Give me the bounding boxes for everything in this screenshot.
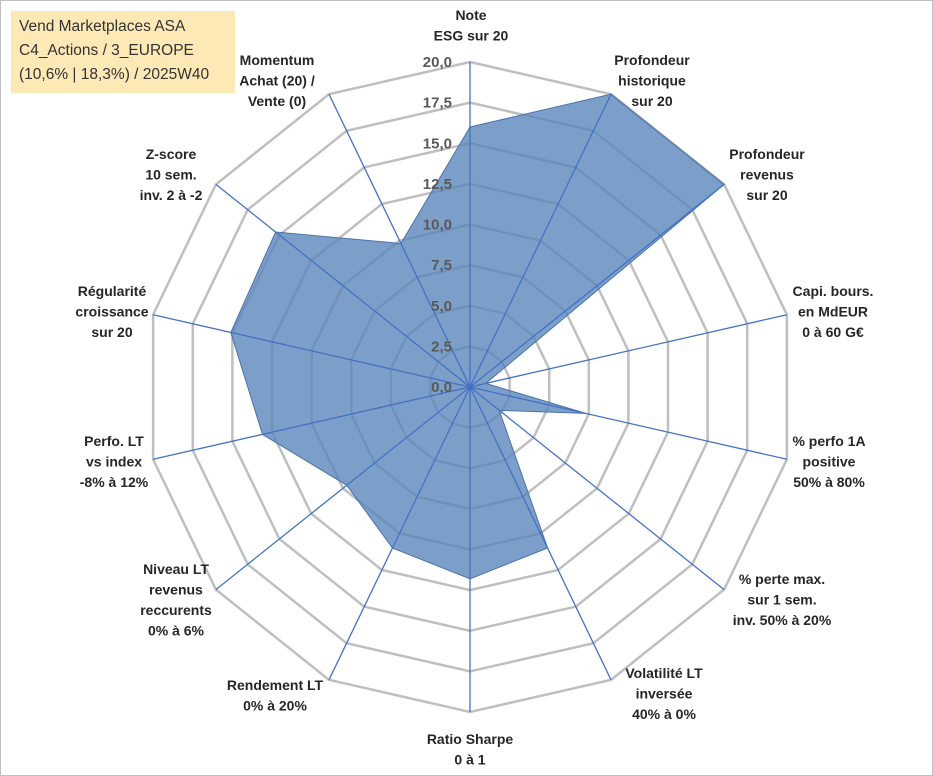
tick-label-5: 12,5 (423, 176, 452, 193)
axis-label-0: Note ESG sur 20 (434, 7, 509, 44)
axis-label-8: Rendement LT 0% à 20% (227, 677, 324, 714)
axis-label-3: Capi. bours. en MdEUR 0 à 60 G€ (793, 283, 874, 340)
axis-spoke-4 (469, 386, 788, 460)
tick-label-4: 10,0 (423, 217, 452, 234)
data-series-area (230, 93, 725, 580)
title-category: C4_Actions / 3_EUROPE (19, 42, 194, 59)
axis-spoke-12 (215, 183, 471, 388)
axis-spoke-1 (469, 93, 612, 388)
axis-label-10: Perfo. LT vs index -8% à 12% (80, 433, 149, 490)
axis-label-1: Profondeur historique sur 20 (614, 52, 690, 109)
tick-label-2: 5,0 (431, 298, 452, 315)
tick-label-7: 17,5 (423, 95, 452, 112)
tick-label-6: 15,0 (423, 135, 452, 152)
axis-spoke-6 (469, 386, 612, 681)
axis-spoke-13 (328, 93, 471, 388)
axis-label-6: Volatilité LT inversée 40% à 0% (625, 665, 703, 722)
axis-label-12: Z-score 10 sem. inv. 2 à -2 (140, 146, 203, 203)
axis-spoke-11 (152, 314, 471, 388)
axis-label-13: Momentum Achat (20) / Vente (0) (239, 52, 315, 109)
axis-label-2: Profondeur revenus sur 20 (729, 146, 805, 203)
tick-label-1: 2,5 (431, 338, 452, 355)
tick-label-0: 0,0 (431, 379, 452, 396)
axis-spoke-5 (469, 386, 725, 591)
axis-spoke-10 (152, 386, 471, 460)
axis-label-7: Ratio Sharpe 0 à 1 (427, 731, 514, 768)
chart-title-box: Vend Marketplaces ASA C4_Actions / 3_EUR… (11, 11, 235, 93)
axis-spoke-8 (328, 386, 471, 681)
tick-label-8: 20,0 (423, 54, 452, 71)
axis-spoke-9 (215, 386, 471, 591)
axis-label-5: % perte max. sur 1 sem. inv. 50% à 20% (733, 571, 832, 628)
axis-spoke-2 (469, 183, 725, 388)
title-period: (10,6% | 18,3%) / 2025W40 (19, 66, 210, 83)
axis-label-9: Niveau LT revenus reccurents 0% à 6% (140, 561, 212, 639)
axis-label-4: % perfo 1A positive 50% à 80% (792, 433, 865, 490)
axis-label-11: Régularité croissance sur 20 (75, 283, 148, 340)
axis-spoke-3 (469, 314, 788, 388)
title-company: Vend Marketplaces ASA (19, 18, 186, 35)
tick-label-3: 7,5 (431, 257, 452, 274)
